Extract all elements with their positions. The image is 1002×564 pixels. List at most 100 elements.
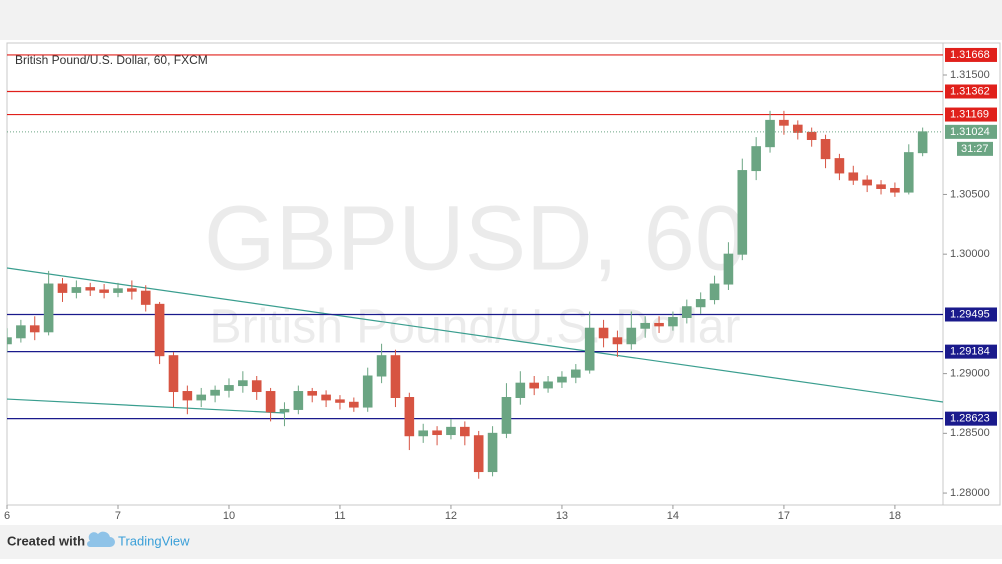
candle-body <box>279 408 290 413</box>
last-price-badge <box>945 124 997 139</box>
resistance-badge <box>945 107 997 122</box>
candle-body <box>460 426 470 437</box>
candle-body <box>473 435 484 473</box>
x-tick-label: 10 <box>223 510 235 522</box>
plot-area <box>7 54 943 479</box>
x-tick-label: 7 <box>115 510 121 522</box>
candle-body <box>446 426 456 436</box>
candle-body <box>848 172 859 181</box>
footer-strip <box>0 525 1002 559</box>
support-badge <box>945 307 997 322</box>
countdown: 31:27 <box>961 143 989 155</box>
candle-body <box>903 152 914 193</box>
watermark: GBPUSD, 60 <box>204 187 746 289</box>
candle-body <box>335 399 345 403</box>
candle-body <box>238 380 248 387</box>
candle-body <box>71 287 82 293</box>
candle-body <box>668 316 678 327</box>
candle-body <box>571 369 581 378</box>
candle-body <box>543 381 553 389</box>
candle-body <box>529 382 539 389</box>
x-tick-label: 6 <box>4 510 10 522</box>
candle-body <box>779 119 789 126</box>
candle-body <box>862 179 872 186</box>
y-tick-label: 1.31500 <box>950 69 990 81</box>
candle-body <box>154 303 165 357</box>
candle-body <box>418 430 429 437</box>
candle-body <box>85 287 96 291</box>
candle-body <box>834 158 845 174</box>
candle-body <box>224 385 234 391</box>
candle-body <box>917 131 928 154</box>
candle-body <box>890 187 900 193</box>
x-tick-label: 14 <box>667 510 679 522</box>
candle-body <box>7 337 12 345</box>
candle-body <box>792 124 803 133</box>
candle-body <box>626 327 637 345</box>
candle-body <box>29 325 40 333</box>
candle-body <box>612 337 623 345</box>
candle-body <box>196 394 207 401</box>
last-price-label: 1.31024 <box>950 126 990 138</box>
x-tick-label: 11 <box>334 510 345 522</box>
support-badge <box>945 344 997 359</box>
candle-body <box>390 355 401 399</box>
candle-body <box>182 391 193 401</box>
candle-body <box>251 380 262 393</box>
x-tick-label: 17 <box>778 510 790 522</box>
resistance-label: 1.31362 <box>950 85 990 97</box>
x-tick-label: 13 <box>556 510 568 522</box>
candle-body <box>806 131 817 141</box>
x-tick-label: 12 <box>445 510 457 522</box>
y-tick-label: 1.28000 <box>950 487 990 499</box>
candle-body <box>487 432 498 473</box>
candle-body <box>265 391 276 413</box>
candle-body <box>876 184 886 189</box>
footer-text: Created with <box>7 533 85 548</box>
candle-body <box>293 391 304 410</box>
candle-body <box>765 119 775 148</box>
support-label: 1.29184 <box>950 346 990 358</box>
candle-body <box>723 253 734 285</box>
resistance-badge <box>945 84 997 99</box>
support-label: 1.29495 <box>950 308 990 320</box>
candle-body <box>210 389 220 396</box>
candle-body <box>820 139 831 160</box>
candle-body <box>682 306 692 318</box>
candle-body <box>557 376 567 383</box>
candle-body <box>140 290 151 305</box>
y-tick-label: 1.29000 <box>950 368 990 380</box>
candle-body <box>321 394 331 401</box>
candle-body <box>16 325 26 339</box>
candle-body <box>640 322 650 329</box>
candle-body <box>362 375 373 408</box>
candle-body <box>598 327 609 339</box>
candle-body <box>99 289 109 293</box>
top-strip <box>0 0 1002 40</box>
candle-body <box>404 397 415 437</box>
brand-logo <box>87 531 115 547</box>
support-badge <box>945 411 997 426</box>
candle-body <box>57 283 68 293</box>
candle-body <box>751 146 761 172</box>
candle-body <box>349 401 359 408</box>
candle-body <box>515 382 526 399</box>
candle-body <box>432 430 442 436</box>
candle-body <box>307 391 318 396</box>
candle-body <box>695 299 706 308</box>
countdown-badge <box>957 141 993 156</box>
resistance-label: 1.31169 <box>950 108 989 120</box>
candle-body <box>501 397 512 434</box>
resistance-label: 1.31668 <box>950 49 990 61</box>
y-tick-label: 1.30000 <box>950 248 990 260</box>
brand[interactable]: TradingView <box>118 533 190 548</box>
y-tick-label: 1.30500 <box>950 188 990 200</box>
candle-body <box>654 322 664 327</box>
chart-title: British Pound/U.S. Dollar, 60, FXCM <box>15 53 208 67</box>
resistance-badge <box>945 47 997 62</box>
axes: 1.31500 1.30500 1.30000 1.29000 1.28500 1.280… <box>4 47 997 522</box>
x-tick-label: 18 <box>889 510 901 522</box>
trendline <box>7 398 285 414</box>
candle-body <box>113 288 123 293</box>
